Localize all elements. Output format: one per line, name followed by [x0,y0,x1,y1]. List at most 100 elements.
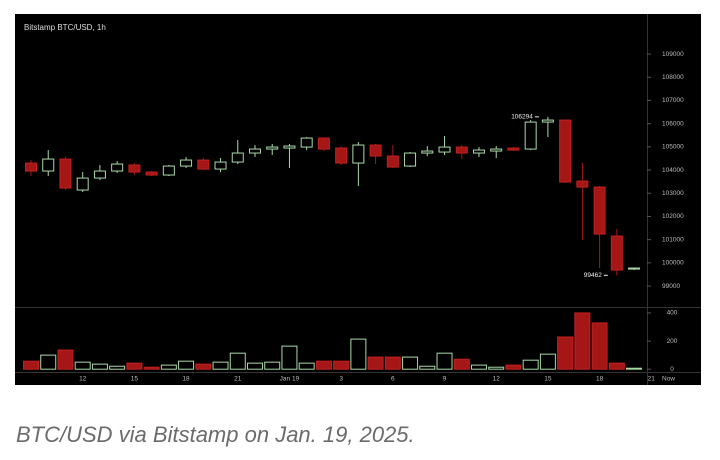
candle-body [231,152,244,163]
x-tick-label: 15 [544,376,552,383]
x-tick-label: 21 [234,376,242,383]
volume-bar [522,359,539,370]
volume-bar [40,354,57,370]
y-tick-label: 200 [667,338,678,345]
candle-body [180,159,193,167]
annotation: 99462 [584,272,602,279]
caption: BTC/USD via Bitstamp on Jan. 19, 2025. [16,422,415,447]
candle-body [541,119,554,123]
volume-bar [333,360,350,370]
candle-body [490,148,503,152]
candle-body [386,155,399,168]
y-tick-label: 107000 [662,97,684,104]
candle-body [25,162,37,172]
volume-bar [126,362,143,370]
x-tick-label: Now [662,376,675,383]
volume-bar [505,364,522,370]
y-tick-label: 100000 [662,260,684,267]
y-tick-label: 104000 [662,167,684,174]
y-tick-label: 108000 [662,74,684,81]
volume-bar [195,363,212,370]
volume-bar [436,352,453,370]
candle-body [438,146,451,153]
annotation: 106294 [511,114,533,121]
x-tick-label: Jan 19 [280,376,300,383]
volume-bar [419,365,436,370]
candle-body [214,161,227,170]
candle-body [317,137,330,150]
volume-bar [212,361,229,370]
volume-bar [539,353,556,370]
candle-body [162,165,175,176]
volume-bar [608,362,625,370]
x-tick-label: 6 [391,376,395,383]
candle-body [300,137,313,148]
y-tick-label: 99000 [662,283,680,290]
candle-body [335,147,348,164]
volume-bar [23,360,39,370]
candle-body [472,149,485,154]
volume-bar [350,338,367,370]
candle-body [145,171,158,176]
candle-body [352,144,365,164]
x-tick-label: 12 [79,376,87,383]
x-tick-label: 9 [443,376,447,383]
y-tick-label: 0 [670,366,674,373]
candle-body [610,235,623,271]
candle-body [93,170,106,179]
candle-body [559,119,572,183]
y-tick-label: 103000 [662,190,684,197]
y-tick-label: 400 [667,310,678,317]
candle-body [197,159,210,170]
volume-bar [315,360,332,370]
volume-bar [91,363,108,370]
candle-body [248,148,261,154]
volume-bar [453,358,470,370]
volume-bar [281,345,298,370]
candle-body [404,152,417,167]
volume-bar [74,361,91,370]
y-tick-label: 106000 [662,120,684,127]
volume-bar [264,361,281,370]
y-tick-label: 102000 [662,213,684,220]
candle-body [421,150,434,154]
volume-bar [488,366,505,370]
volume-bar [591,322,608,370]
candle-body [455,146,468,154]
x-tick-label: 18 [182,376,190,383]
candle-body [369,144,382,157]
candle-body [576,180,589,188]
volume-bar [574,312,591,370]
y-tick-label: 105000 [662,144,684,151]
volume-bar [178,360,195,370]
volume-bar [626,367,643,370]
volume-bar [470,364,487,370]
volume-bar [557,336,574,370]
candle-body [507,147,520,151]
candle-body [76,177,89,191]
x-tick-label: 15 [131,376,139,383]
x-tick-label: 18 [596,376,604,383]
volume-bar [298,362,315,370]
volume-bar [160,364,177,370]
x-tick-label: 12 [493,376,501,383]
x-tick-label: 3 [339,376,343,383]
y-tick-label: 109000 [662,51,684,58]
volume-bar [57,349,74,370]
candle-body [628,267,641,270]
candle-body [283,145,296,149]
volume-bar [143,366,160,370]
chart-title: Bitstamp BTC/USD, 1h [24,23,106,32]
volume-bar [229,352,246,370]
candle-body [128,164,141,173]
candle-body [593,186,606,235]
volume-bar [384,356,401,370]
volume-bar [109,365,126,370]
volume-bar [402,356,419,370]
x-tick-label: 21 [648,376,656,383]
chart: Bitstamp BTC/USD, 1h 99000 100000 101000 10… [15,14,701,385]
candle-body [59,158,72,189]
volume-bar [246,362,263,370]
candle-body [524,121,537,150]
